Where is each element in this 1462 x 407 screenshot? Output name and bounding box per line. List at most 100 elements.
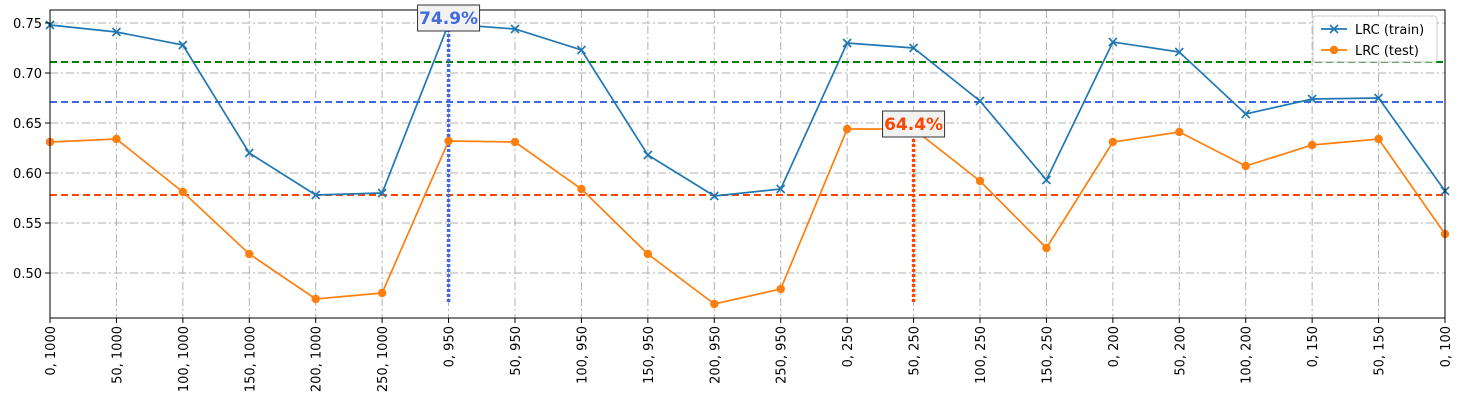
series-1 <box>45 19 1450 201</box>
data-point <box>1241 109 1251 119</box>
x-tick-label: 50, 950 <box>509 326 524 376</box>
data-point <box>576 45 586 55</box>
data-point-stroke <box>909 43 919 53</box>
data-point-stroke <box>1307 94 1317 104</box>
data-point <box>710 299 719 309</box>
data-point <box>1374 134 1383 144</box>
data-point <box>178 40 188 50</box>
annotation-text: 64.4% <box>884 115 943 135</box>
y-tick-label: 0.60 <box>13 167 42 182</box>
x-tick-label: 0, 100 <box>1439 326 1454 367</box>
legend-marker <box>1329 24 1339 34</box>
x-tick-label: 50, 200 <box>1173 326 1188 376</box>
data-point <box>709 191 719 201</box>
x-tick-label: 100, 1000 <box>177 326 192 392</box>
data-point <box>1174 47 1184 57</box>
data-point <box>1374 93 1384 103</box>
x-tick-label: 250, 950 <box>775 326 790 384</box>
data-point-stroke <box>842 38 852 48</box>
data-point <box>444 136 453 146</box>
x-tick-label: 0, 200 <box>1107 326 1122 367</box>
data-point <box>842 124 852 134</box>
x-tick-label: 150, 1000 <box>243 326 258 392</box>
x-tick-label: 250, 1000 <box>376 326 391 392</box>
data-point-stroke <box>709 191 719 201</box>
x-tick-label: 0, 950 <box>443 326 458 367</box>
data-point <box>1175 127 1184 137</box>
series-2 <box>45 124 1450 309</box>
legend: LRC (train) LRC (test) <box>1312 15 1438 63</box>
x-tick-label: 200, 950 <box>708 326 723 384</box>
reference-lines <box>50 61 1445 196</box>
x-tick-label: 0, 150 <box>1306 326 1321 367</box>
data-point <box>245 249 254 259</box>
y-tick-label: 0.70 <box>13 67 42 82</box>
data-point-stroke <box>1174 47 1184 57</box>
data-point <box>178 187 188 197</box>
data-point <box>909 43 919 53</box>
data-point <box>311 190 321 200</box>
x-tick-label: 0, 250 <box>841 326 856 367</box>
data-point <box>510 24 520 34</box>
data-point <box>1108 37 1118 47</box>
y-tick-label: 0.50 <box>13 267 42 282</box>
legend-marker <box>1329 45 1339 55</box>
data-point <box>842 38 852 48</box>
data-point <box>1241 161 1250 171</box>
data-point <box>112 134 121 144</box>
data-point-stroke <box>1041 175 1051 185</box>
data-point-stroke <box>377 188 387 198</box>
data-point-stroke <box>1374 93 1384 103</box>
y-tick-label: 0.65 <box>13 117 42 132</box>
series-layer <box>45 19 1450 309</box>
data-point-stroke <box>311 190 321 200</box>
data-point-stroke <box>975 96 985 106</box>
data-point <box>510 137 520 147</box>
data-point-stroke <box>1241 109 1251 119</box>
x-tick-label: 150, 250 <box>1040 326 1055 384</box>
y-axis-ticks: 0.50 0.55 0.60 0.65 0.70 0.75 <box>13 17 50 282</box>
data-point <box>643 150 653 160</box>
data-point-stroke <box>576 45 586 55</box>
data-point-stroke <box>111 27 121 37</box>
x-tick-label: 50, 1000 <box>110 326 125 384</box>
data-point <box>377 188 387 198</box>
legend-label: LRC (test) <box>1355 44 1419 59</box>
data-point <box>1108 137 1118 147</box>
data-point <box>643 249 653 259</box>
data-point <box>1307 140 1317 150</box>
data-point-stroke <box>1108 37 1118 47</box>
data-point <box>975 96 985 106</box>
x-tick-label: 50, 150 <box>1373 326 1388 376</box>
x-tick-label: 100, 250 <box>974 326 989 384</box>
y-tick-label: 0.55 <box>13 217 42 232</box>
legend-label: LRC (train) <box>1355 23 1424 38</box>
x-tick-label: 150, 950 <box>642 326 657 384</box>
data-point <box>311 294 320 304</box>
annotation-label: 74.9% <box>417 4 481 32</box>
data-point <box>577 184 586 194</box>
plot-frame <box>49 9 1446 319</box>
annotation-box <box>882 110 946 138</box>
x-tick-label: 0, 1000 <box>44 326 59 376</box>
annotation-label: 64.4% <box>882 110 946 138</box>
data-point-stroke <box>776 184 786 194</box>
data-point <box>1307 94 1317 104</box>
data-point-stroke <box>244 148 254 158</box>
annotation-drop-lines <box>446 24 916 303</box>
data-point <box>1042 243 1051 253</box>
legend-entry: LRC (train) <box>1321 23 1424 38</box>
data-point <box>776 184 786 194</box>
x-tick-label: 200, 1000 <box>310 326 325 392</box>
x-tick-label: 100, 200 <box>1240 326 1255 384</box>
x-tick-label: 50, 250 <box>908 326 923 376</box>
series-line <box>49 128 1446 305</box>
data-point <box>244 148 254 158</box>
data-point <box>1041 175 1051 185</box>
data-point-stroke <box>178 40 188 50</box>
data-point <box>776 284 785 294</box>
annotation-text: 74.9% <box>419 9 478 29</box>
data-point <box>111 27 121 37</box>
data-point <box>975 176 985 186</box>
